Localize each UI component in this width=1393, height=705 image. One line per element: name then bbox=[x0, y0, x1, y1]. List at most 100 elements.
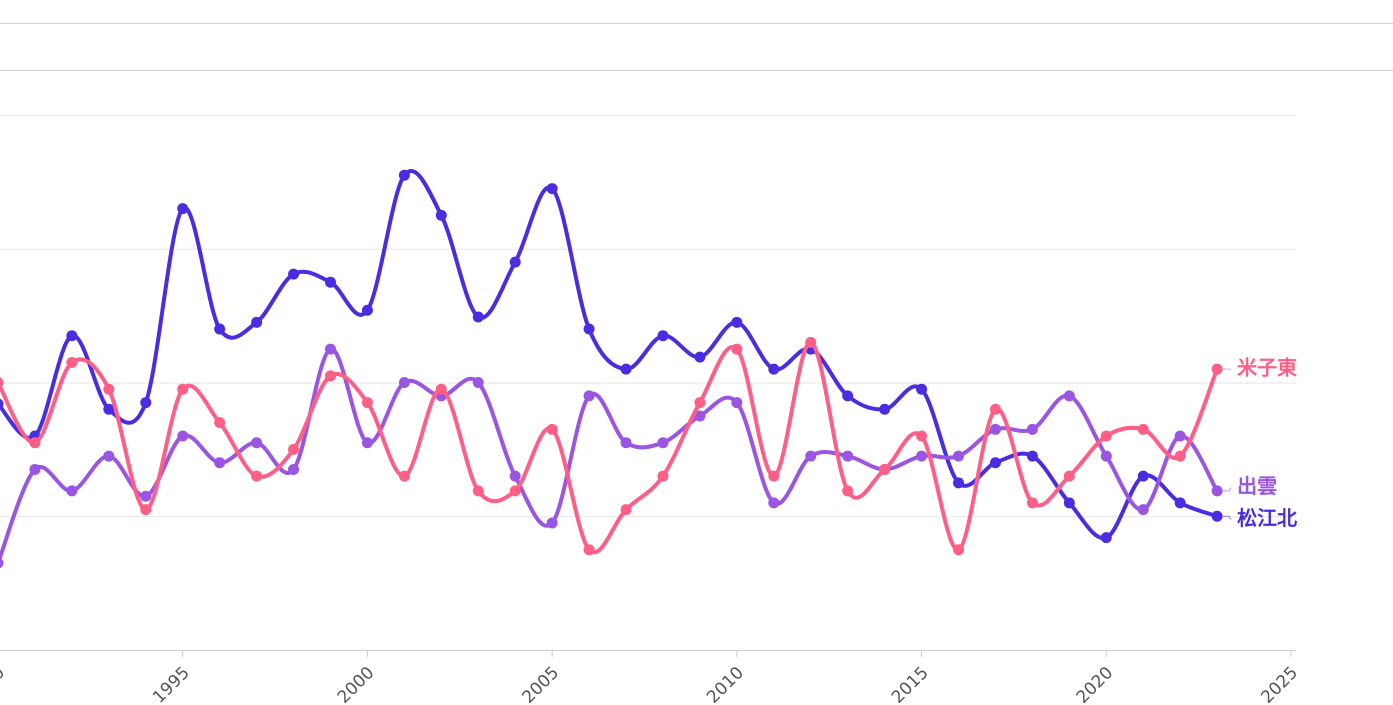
data-point bbox=[0, 557, 4, 569]
data-point bbox=[361, 437, 373, 449]
data-point bbox=[731, 343, 743, 355]
series-label: 松江北 bbox=[1237, 506, 1297, 530]
data-point bbox=[29, 463, 41, 475]
series-label: 米子東 bbox=[1237, 356, 1297, 380]
data-point bbox=[140, 397, 152, 409]
data-point bbox=[953, 477, 965, 489]
data-point bbox=[546, 423, 558, 435]
x-tick-label: 2015 bbox=[888, 663, 933, 705]
data-point bbox=[103, 450, 115, 462]
data-point bbox=[509, 470, 521, 482]
data-point bbox=[472, 377, 484, 388]
data-point bbox=[66, 330, 78, 342]
data-point bbox=[1100, 532, 1112, 544]
data-point bbox=[657, 330, 669, 342]
data-point bbox=[251, 470, 263, 482]
data-point bbox=[140, 504, 152, 516]
data-point bbox=[1026, 423, 1038, 435]
data-point bbox=[509, 485, 521, 497]
data-point bbox=[214, 417, 226, 429]
data-point bbox=[989, 423, 1001, 435]
data-point bbox=[288, 463, 300, 475]
data-point bbox=[1174, 497, 1186, 509]
data-point bbox=[1137, 470, 1149, 482]
data-point bbox=[214, 323, 226, 335]
x-tick-label: 1990 bbox=[0, 663, 9, 705]
data-point bbox=[103, 403, 115, 415]
data-point bbox=[361, 397, 373, 409]
data-point bbox=[583, 544, 595, 556]
data-point bbox=[731, 316, 743, 328]
data-point bbox=[805, 450, 817, 462]
data-point bbox=[953, 450, 965, 462]
data-point bbox=[1100, 450, 1112, 462]
series-line bbox=[0, 340, 1219, 555]
data-point bbox=[509, 256, 521, 268]
data-point bbox=[435, 383, 447, 395]
data-point bbox=[583, 390, 595, 402]
data-point bbox=[879, 463, 891, 475]
data-point bbox=[472, 311, 484, 323]
data-point bbox=[694, 410, 706, 422]
data-point bbox=[177, 383, 189, 395]
data-point bbox=[398, 169, 410, 181]
data-point bbox=[1063, 390, 1075, 402]
data-point bbox=[842, 485, 854, 497]
data-point bbox=[620, 363, 632, 375]
data-point bbox=[657, 470, 669, 482]
data-point bbox=[398, 377, 410, 388]
data-point bbox=[1174, 430, 1186, 442]
x-tick-label: 2010 bbox=[703, 663, 748, 705]
data-point bbox=[583, 323, 595, 335]
data-point bbox=[29, 437, 41, 449]
data-point bbox=[66, 485, 78, 497]
data-point bbox=[1063, 497, 1075, 509]
data-point bbox=[0, 377, 4, 388]
data-point bbox=[1026, 497, 1038, 509]
data-point bbox=[177, 203, 189, 215]
data-point bbox=[398, 470, 410, 482]
data-point bbox=[620, 504, 632, 516]
label-connector bbox=[1223, 515, 1232, 520]
data-point bbox=[288, 443, 300, 455]
data-point bbox=[435, 209, 447, 221]
data-point bbox=[361, 304, 373, 316]
series-line bbox=[0, 169, 1218, 540]
x-tick-label: 2000 bbox=[334, 663, 379, 705]
data-point bbox=[1100, 430, 1112, 442]
data-point bbox=[1063, 470, 1075, 482]
data-point bbox=[214, 457, 226, 469]
data-point bbox=[694, 397, 706, 409]
data-point bbox=[768, 470, 780, 482]
data-point bbox=[546, 517, 558, 529]
data-point bbox=[324, 370, 336, 382]
label-connector bbox=[1223, 487, 1232, 492]
data-point bbox=[989, 403, 1001, 415]
data-point bbox=[842, 390, 854, 402]
data-point bbox=[768, 497, 780, 509]
data-point bbox=[546, 183, 558, 195]
data-point bbox=[140, 490, 152, 502]
data-point bbox=[842, 450, 854, 462]
data-point bbox=[916, 450, 928, 462]
x-tick-label: 2005 bbox=[518, 663, 563, 705]
data-point bbox=[472, 485, 484, 497]
data-point bbox=[177, 430, 189, 442]
data-point bbox=[324, 276, 336, 288]
data-point bbox=[1211, 363, 1223, 375]
data-point bbox=[1211, 510, 1223, 522]
data-point bbox=[1211, 485, 1223, 497]
data-point bbox=[103, 383, 115, 395]
data-point bbox=[1137, 504, 1149, 516]
data-point bbox=[916, 430, 928, 442]
x-tick-label: 2025 bbox=[1257, 663, 1302, 705]
data-point bbox=[0, 398, 4, 410]
data-point bbox=[805, 336, 817, 348]
data-point bbox=[1174, 450, 1186, 462]
data-point bbox=[768, 363, 780, 375]
data-point bbox=[324, 343, 336, 355]
data-point bbox=[251, 437, 263, 449]
data-point bbox=[288, 268, 300, 280]
data-point bbox=[1137, 423, 1149, 435]
